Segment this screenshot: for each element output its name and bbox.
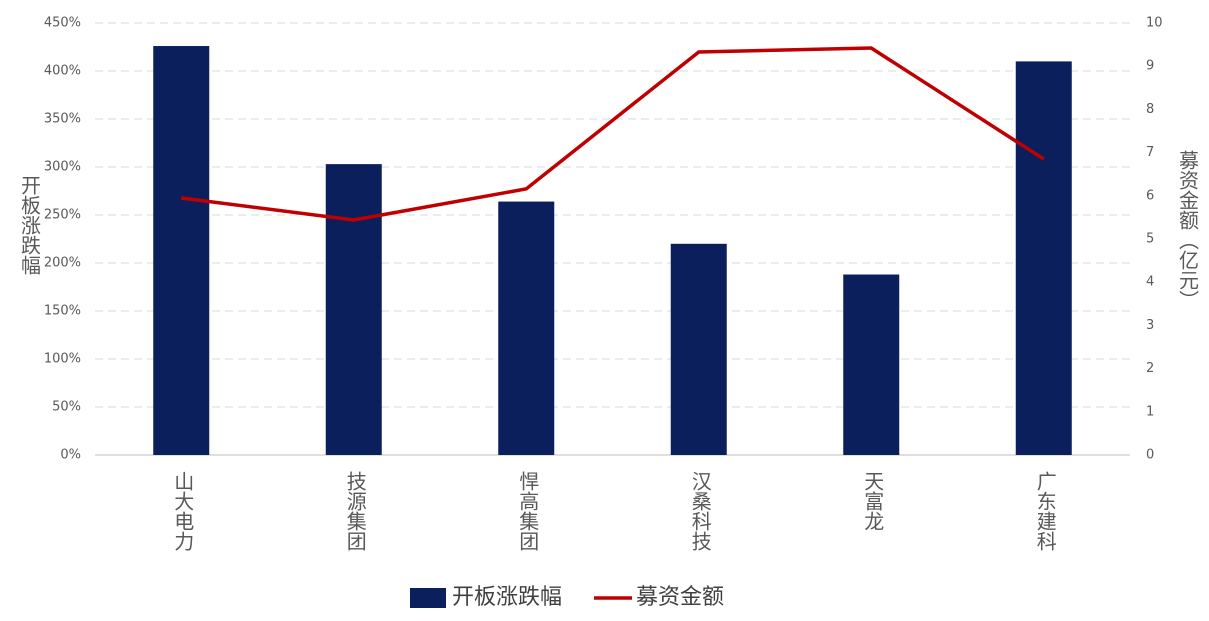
y-tick-label: 450% <box>44 16 81 31</box>
bar <box>1015 61 1072 456</box>
legend-label: 开板涨跌幅 <box>452 585 562 610</box>
y-axis-title: 开板涨跌幅 <box>18 175 42 275</box>
bar <box>670 243 727 455</box>
y2-tick-label: 9 <box>1146 59 1154 74</box>
x-tick-label: 广东建科 <box>1033 471 1057 551</box>
y-tick-label: 200% <box>44 256 81 271</box>
y2-tick-label: 2 <box>1146 361 1154 376</box>
y2-tick-label: 1 <box>1146 404 1154 419</box>
y2-tick-label: 4 <box>1146 275 1154 290</box>
y2-tick-label: 5 <box>1146 232 1154 247</box>
y2-tick-label: 0 <box>1146 448 1154 463</box>
y2-axis-title: 募资金额（亿元） <box>1176 150 1200 310</box>
legend-label: 募资金额 <box>636 585 724 610</box>
y-tick-label: 0% <box>60 448 81 463</box>
x-tick-label: 汉桑科技 <box>688 471 712 551</box>
y-tick-label: 300% <box>44 160 81 175</box>
y-tick-label: 100% <box>44 352 81 367</box>
x-tick-label: 山大电力 <box>171 471 195 551</box>
bar <box>153 46 210 455</box>
bar <box>325 164 382 455</box>
y-tick-label: 350% <box>44 112 81 127</box>
legend-swatch <box>410 588 446 608</box>
line <box>181 46 1045 222</box>
y2-tick-label: 6 <box>1146 188 1154 203</box>
bar <box>498 201 555 455</box>
y-tick-label: 50% <box>52 400 81 415</box>
y-tick-label: 150% <box>44 304 81 319</box>
y2-tick-label: 7 <box>1146 145 1154 160</box>
x-tick-label: 技源集团 <box>343 471 367 551</box>
y-tick-label: 250% <box>44 208 81 223</box>
y2-tick-label: 10 <box>1146 16 1163 31</box>
y-tick-label: 400% <box>44 64 81 79</box>
bar <box>843 274 900 455</box>
x-tick-label: 悍高集团 <box>516 471 540 551</box>
y2-tick-label: 8 <box>1146 102 1154 117</box>
x-tick-label: 天富龙 <box>861 471 885 531</box>
y2-tick-label: 3 <box>1146 318 1154 333</box>
